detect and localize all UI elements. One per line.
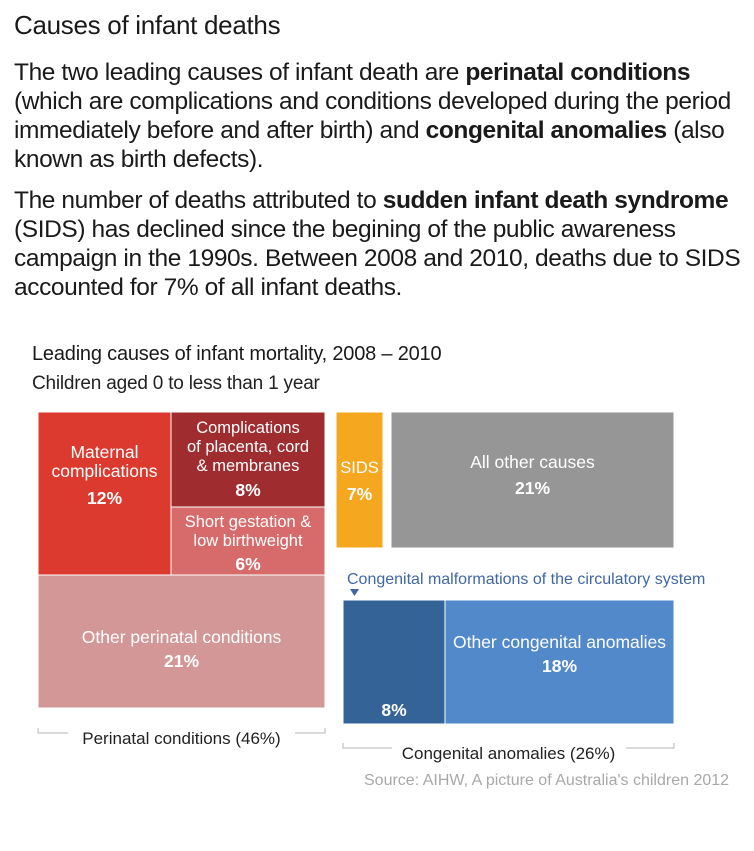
- tile-other-perinatal: [37, 574, 326, 709]
- tile-value-maternal: 12%: [87, 488, 122, 508]
- tile-label-placenta: of placenta, cord: [187, 438, 309, 456]
- para1-term-perinatal: perinatal conditions: [465, 59, 691, 86]
- tile-value-circulatory: 8%: [381, 700, 407, 720]
- tile-value-other-perinatal: 21%: [164, 651, 199, 671]
- tile-placenta: [170, 411, 326, 508]
- tile-label-placenta: & membranes: [197, 457, 300, 475]
- tile-label-maternal: Maternal: [70, 442, 138, 462]
- intro-paragraph: The two leading causes of infant death a…: [14, 58, 744, 174]
- tile-label-sids: SIDS: [340, 459, 379, 477]
- annotation-pointer-icon: [350, 589, 359, 596]
- tile-label-other-causes: All other causes: [470, 452, 595, 472]
- para1-term-congenital: congenital anomalies: [425, 117, 668, 144]
- tile-value-sids: 7%: [347, 484, 373, 504]
- tile-maternal: [37, 411, 172, 576]
- tile-value-other-congenital: 18%: [542, 656, 577, 676]
- perinatal-bracket-left: [37, 728, 68, 734]
- page-heading: Causes of infant deaths: [14, 10, 281, 40]
- congenital-bracket-label: Congenital anomalies (26%): [402, 744, 616, 763]
- chart-subtitle: Children aged 0 to less than 1 year: [32, 373, 320, 394]
- para2-text-1: The number of deaths attributed to: [14, 187, 383, 214]
- circulatory-annotation: Congenital malformations of the circulat…: [347, 571, 705, 588]
- congenital-bracket-right: [626, 743, 675, 749]
- tile-label-short: low birthweight: [193, 532, 303, 550]
- para1-text-1: The two leading causes of infant death a…: [14, 59, 466, 86]
- tile-label-maternal: complications: [51, 461, 157, 481]
- tile-other-congenital: [444, 599, 675, 725]
- chart-title: Leading causes of infant mortality, 2008…: [32, 343, 442, 365]
- perinatal-bracket-right: [295, 728, 326, 734]
- tile-label-other-perinatal: Other perinatal conditions: [82, 627, 282, 647]
- tile-short: [170, 506, 326, 576]
- para1-text-3: (also known as birth defects).: [14, 117, 725, 173]
- tile-value-short: 6%: [235, 554, 261, 574]
- para2-text-2: (SIDS) has declined since the begining o…: [14, 216, 741, 301]
- tile-label-other-congenital: Other congenital anomalies: [453, 632, 666, 652]
- perinatal-bracket-label: Perinatal conditions (46%): [82, 729, 280, 748]
- tile-label-short: Short gestation &: [185, 513, 312, 531]
- sids-paragraph: The number of deaths attributed to sudde…: [14, 186, 744, 302]
- congenital-bracket-left: [342, 743, 392, 749]
- tile-circulatory: [342, 599, 446, 725]
- para2-term-sids: sudden infant death syndrome: [382, 187, 729, 214]
- tile-other-causes: [390, 411, 675, 549]
- tile-value-other-causes: 21%: [515, 478, 550, 498]
- para1-text-2: (which are complications and conditions …: [14, 88, 731, 144]
- tile-value-placenta: 8%: [235, 480, 261, 500]
- chart-source: Source: AIHW, A picture of Australia's c…: [364, 772, 730, 789]
- tile-sids: [335, 411, 384, 549]
- tile-label-placenta: Complications: [196, 419, 300, 437]
